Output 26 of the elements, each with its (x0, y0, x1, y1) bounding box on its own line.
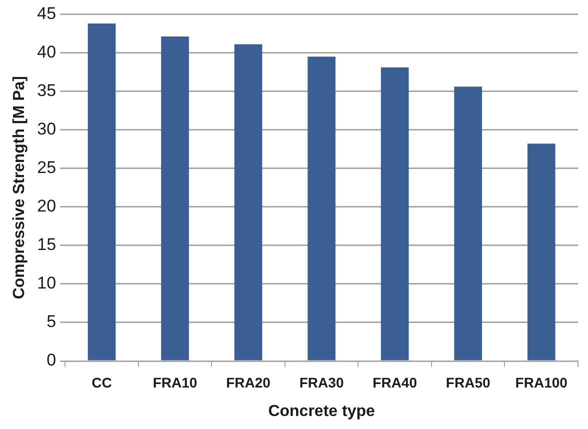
y-tick-label: 45 (37, 4, 56, 23)
y-tick-label: 35 (37, 80, 56, 100)
bar (527, 144, 556, 360)
bar (234, 44, 262, 360)
y-tick-label: 15 (37, 235, 56, 254)
y-axis-title: Compressive Strength [M Pa] (11, 76, 28, 300)
x-tick-label: FRA40 (372, 374, 418, 390)
y-tick-label: 5 (46, 312, 56, 332)
x-axis-title: Concrete type (268, 402, 375, 420)
x-tick-label: FRA30 (299, 374, 344, 390)
y-tick-label: 0 (46, 350, 56, 370)
y-tick-label: 40 (37, 42, 56, 62)
bar (454, 86, 482, 360)
y-tick-label: 20 (37, 196, 56, 216)
x-tick-label: FRA50 (446, 374, 490, 390)
bar (88, 23, 116, 360)
x-tick-label: FRA100 (515, 374, 568, 390)
bar (380, 67, 409, 360)
x-tick-label: CC (92, 374, 112, 390)
x-tick-label: FRA10 (152, 374, 198, 390)
y-tick-label: 10 (37, 274, 56, 293)
y-tick-label: 30 (37, 119, 56, 138)
y-tick-label: 25 (37, 158, 56, 178)
bar (161, 36, 189, 360)
bar (308, 56, 336, 360)
x-tick-label: FRA20 (226, 374, 271, 390)
